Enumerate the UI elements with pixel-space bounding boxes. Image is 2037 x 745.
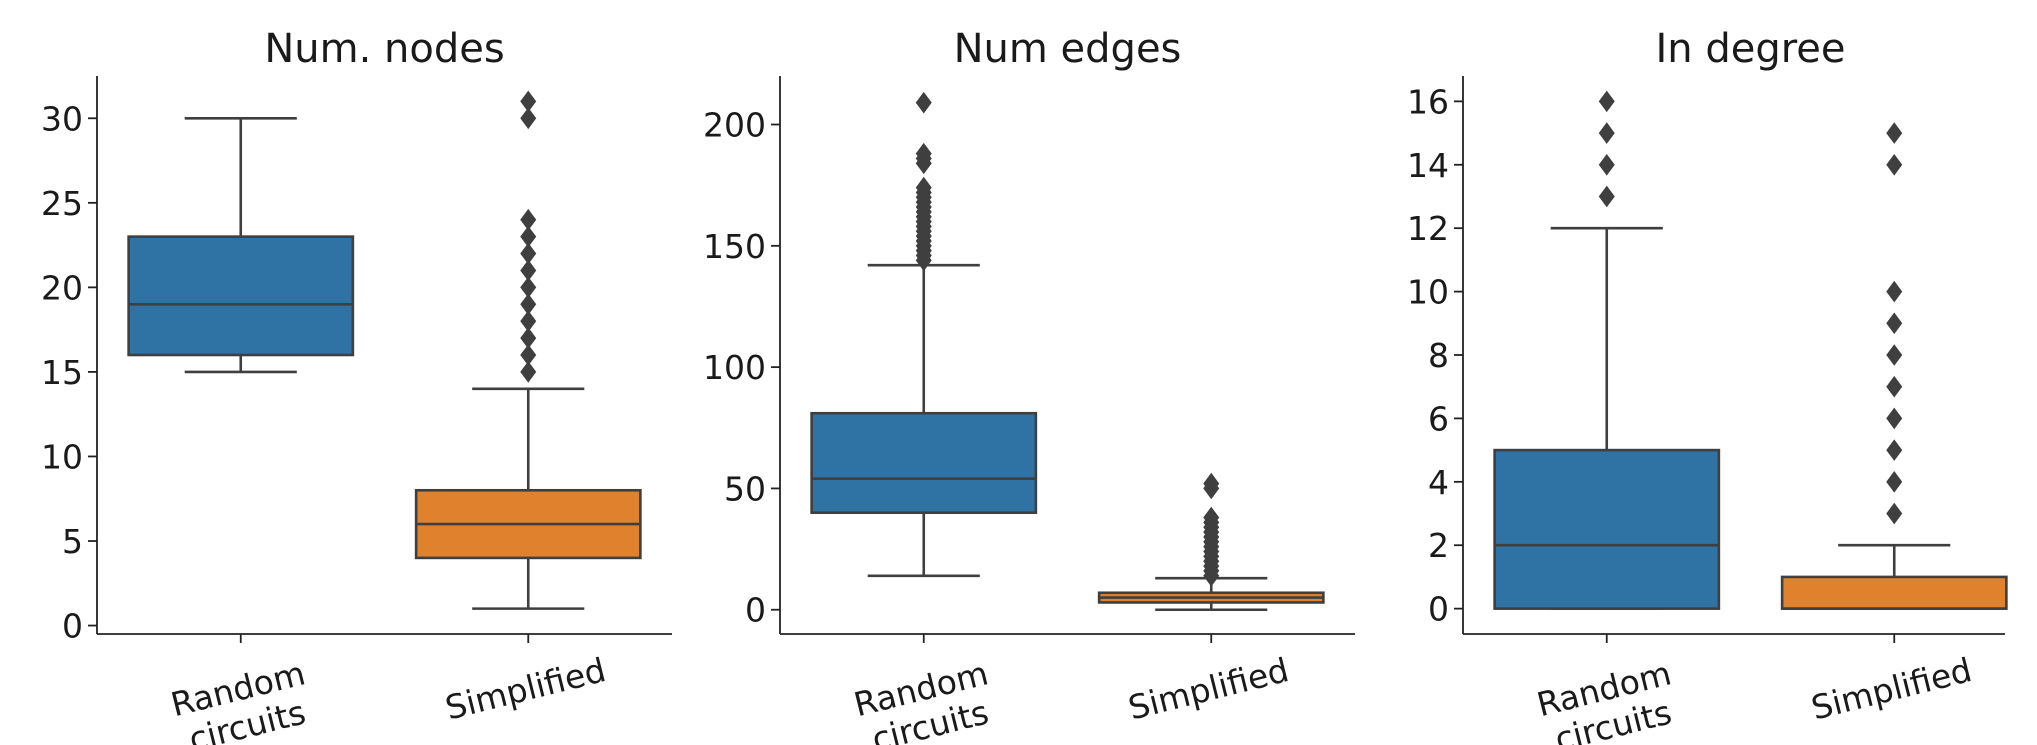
box-body <box>127 235 355 357</box>
y-tick-label: 0 <box>62 607 83 646</box>
chart-panel-1: Num. nodes 0 5 10 15 20 25 30 Randomcircuits Simp… <box>41 26 672 745</box>
y-tick-label: 8 <box>1428 336 1449 375</box>
outlier-point <box>520 259 537 282</box>
y-tick-label: 5 <box>62 522 83 561</box>
chart-title: Num. nodes <box>264 26 504 72</box>
chart-panel-2: Num edges 0 50 100 150 200 Randomcircuits Simpl… <box>703 26 1355 745</box>
box-simplified <box>1097 472 1325 612</box>
outlier-point <box>1886 153 1903 176</box>
box-random-circuits <box>127 116 355 374</box>
outlier-point <box>1598 122 1615 144</box>
outlier-point <box>915 142 932 165</box>
outlier-point <box>1886 344 1903 366</box>
box-simplified <box>414 90 642 610</box>
box-simplified <box>1780 122 2008 610</box>
outlier-point <box>1886 439 1903 461</box>
outlier-point <box>1886 502 1903 525</box>
outlier-point <box>1203 506 1220 529</box>
y-tick-label: 12 <box>1407 209 1449 248</box>
outlier-point <box>1886 375 1903 398</box>
outlier-point <box>915 176 932 199</box>
y-tick-label: 50 <box>724 469 766 508</box>
outlier-point <box>1203 472 1220 495</box>
box-body <box>1493 448 1721 610</box>
outlier-point <box>520 242 537 265</box>
outlier-point <box>520 90 537 113</box>
outlier-point <box>1886 471 1903 493</box>
x-tick-label: Randomcircuits <box>1533 653 1684 745</box>
x-tick-label: Simplified <box>1807 650 1975 727</box>
chart-title: In degree <box>1655 26 1845 72</box>
y-tick-label: 0 <box>745 591 766 630</box>
outlier-point <box>520 225 537 248</box>
outlier-point <box>520 361 537 383</box>
outlier-point <box>520 293 537 316</box>
y-tick-label: 10 <box>41 437 83 476</box>
outlier-point <box>520 107 537 130</box>
y-tick-label: 100 <box>703 348 766 387</box>
y-tick-label: 2 <box>1428 526 1449 565</box>
outlier-point <box>1598 153 1615 176</box>
outlier-point <box>520 276 537 299</box>
y-tick-label: 14 <box>1407 146 1449 185</box>
y-tick-label: 15 <box>41 353 83 392</box>
outlier-point <box>1598 185 1615 208</box>
chart-title: Num edges <box>954 26 1182 72</box>
box-random-circuits <box>810 91 1038 578</box>
outlier-point <box>1886 280 1903 303</box>
outlier-point <box>520 310 537 332</box>
x-tick-label: Randomcircuits <box>167 653 318 745</box>
outlier-point <box>915 91 932 114</box>
outlier-point <box>1598 90 1615 113</box>
x-tick-label: Simplified <box>441 650 609 727</box>
outlier-point <box>520 327 537 349</box>
y-tick-label: 30 <box>41 99 83 138</box>
x-tick-label: Simplified <box>1124 650 1292 727</box>
y-tick-label: 150 <box>703 227 766 266</box>
y-tick-label: 25 <box>41 184 83 223</box>
y-tick-label: 20 <box>41 268 83 307</box>
box-body <box>810 411 1038 514</box>
x-tick-label: Randomcircuits <box>850 653 1001 745</box>
y-tick-label: 6 <box>1428 399 1449 438</box>
chart-panel-3: In degree 0 2 4 6 8 10 12 14 16 Randomcircuits Simp… <box>1407 26 2008 745</box>
outlier-point <box>1886 122 1903 144</box>
y-tick-label: 200 <box>703 106 766 145</box>
outlier-point <box>520 208 537 231</box>
y-tick-label: 16 <box>1407 82 1449 121</box>
y-tick-label: 10 <box>1407 273 1449 312</box>
outlier-point <box>1886 312 1903 335</box>
y-tick-label: 4 <box>1428 463 1449 502</box>
box-body <box>1780 575 2008 610</box>
box-random-circuits <box>1493 90 1721 610</box>
outlier-point <box>520 344 537 366</box>
outlier-point <box>1886 407 1903 430</box>
y-tick-label: 0 <box>1428 590 1449 629</box>
